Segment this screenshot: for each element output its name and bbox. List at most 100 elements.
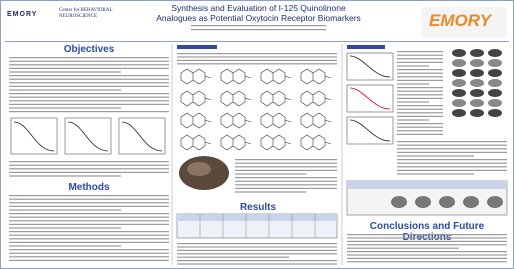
text-line bbox=[9, 199, 169, 200]
text-line bbox=[235, 184, 337, 185]
structure bbox=[301, 69, 331, 84]
structure bbox=[181, 135, 211, 150]
poster-graphics bbox=[1, 1, 513, 268]
text-line bbox=[347, 258, 507, 259]
plot-frame bbox=[347, 117, 393, 144]
autoradiograph bbox=[470, 59, 484, 67]
structure bbox=[301, 113, 331, 128]
text-line bbox=[177, 53, 337, 54]
text-line bbox=[9, 213, 169, 214]
autoradiograph bbox=[452, 49, 466, 57]
structure bbox=[261, 135, 291, 150]
text-line bbox=[397, 127, 443, 128]
text-line bbox=[397, 51, 443, 52]
text-line bbox=[347, 251, 507, 252]
autoradiograph bbox=[452, 99, 466, 107]
text-line bbox=[397, 152, 507, 153]
text-line bbox=[347, 248, 459, 249]
structure bbox=[181, 69, 211, 84]
text-line bbox=[9, 242, 169, 243]
text-line bbox=[397, 170, 507, 171]
text-line bbox=[9, 217, 169, 218]
text-line bbox=[397, 148, 507, 149]
text-line bbox=[9, 238, 169, 239]
text-line bbox=[9, 165, 169, 166]
poster: EMORY Center for BEHAVIORAL NEUROSCIENCE… bbox=[0, 0, 514, 269]
plot-curve bbox=[14, 122, 54, 151]
text-line bbox=[397, 69, 443, 70]
text-line bbox=[347, 261, 507, 262]
text-line bbox=[397, 65, 429, 66]
structure bbox=[301, 91, 331, 106]
text-line bbox=[9, 209, 121, 210]
autoradiograph bbox=[488, 99, 502, 107]
text-line bbox=[191, 29, 326, 30]
text-line bbox=[397, 83, 429, 84]
text-line bbox=[397, 112, 443, 113]
plot-frame bbox=[119, 118, 165, 154]
text-line bbox=[9, 195, 169, 196]
plot-frame bbox=[65, 118, 111, 154]
autoradiograph bbox=[470, 69, 484, 77]
text-line bbox=[9, 220, 169, 221]
text-line bbox=[397, 62, 443, 63]
text-line bbox=[177, 260, 337, 261]
autoradiograph bbox=[488, 89, 502, 97]
autoradiograph bbox=[452, 89, 466, 97]
autoradiograph bbox=[452, 69, 466, 77]
subheading-bar bbox=[177, 45, 217, 49]
text-line bbox=[397, 98, 443, 99]
text-line bbox=[397, 87, 443, 88]
autoradiograph bbox=[415, 196, 431, 208]
text-line bbox=[9, 61, 169, 62]
text-line bbox=[397, 141, 507, 142]
plot-frame bbox=[11, 118, 57, 154]
structure bbox=[221, 69, 251, 84]
text-line bbox=[9, 82, 169, 83]
text-line bbox=[347, 237, 507, 238]
text-line bbox=[397, 119, 429, 120]
text-line bbox=[9, 175, 121, 176]
text-line bbox=[397, 116, 443, 117]
structure bbox=[261, 113, 291, 128]
text-line bbox=[397, 173, 474, 174]
text-line bbox=[9, 161, 169, 162]
text-line bbox=[9, 57, 169, 58]
text-line bbox=[177, 243, 337, 244]
text-line bbox=[235, 173, 306, 174]
plot-curve bbox=[350, 88, 390, 109]
text-line bbox=[9, 100, 169, 101]
autoradiograph bbox=[463, 196, 479, 208]
text-line bbox=[347, 254, 507, 255]
text-line bbox=[397, 123, 443, 124]
text-line bbox=[9, 249, 169, 250]
text-line bbox=[177, 63, 337, 64]
text-line bbox=[397, 105, 443, 106]
text-line bbox=[9, 64, 169, 65]
text-line bbox=[9, 224, 169, 225]
text-line bbox=[235, 188, 337, 189]
text-line bbox=[235, 191, 306, 192]
text-line bbox=[397, 58, 443, 59]
text-line bbox=[235, 181, 337, 182]
text-line bbox=[397, 145, 507, 146]
text-line bbox=[347, 234, 507, 235]
text-line bbox=[235, 163, 337, 164]
text-line bbox=[397, 155, 474, 156]
text-line bbox=[191, 25, 326, 26]
autoradiograph bbox=[452, 59, 466, 67]
structure bbox=[181, 113, 211, 128]
text-line bbox=[177, 60, 337, 61]
text-line bbox=[9, 256, 169, 257]
text-line bbox=[9, 231, 169, 232]
text-line bbox=[9, 245, 121, 246]
text-line bbox=[9, 260, 169, 261]
text-line bbox=[9, 93, 169, 94]
autoradiograph bbox=[488, 59, 502, 67]
text-line bbox=[9, 172, 169, 173]
text-line bbox=[397, 109, 443, 110]
plot-frame bbox=[347, 85, 393, 112]
text-line bbox=[397, 73, 443, 74]
autoradiograph bbox=[439, 196, 455, 208]
text-line bbox=[9, 202, 169, 203]
